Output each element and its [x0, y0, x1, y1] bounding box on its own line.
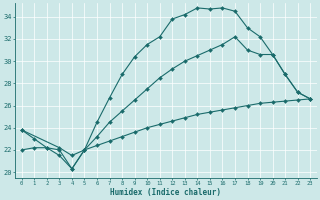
X-axis label: Humidex (Indice chaleur): Humidex (Indice chaleur) — [110, 188, 221, 197]
